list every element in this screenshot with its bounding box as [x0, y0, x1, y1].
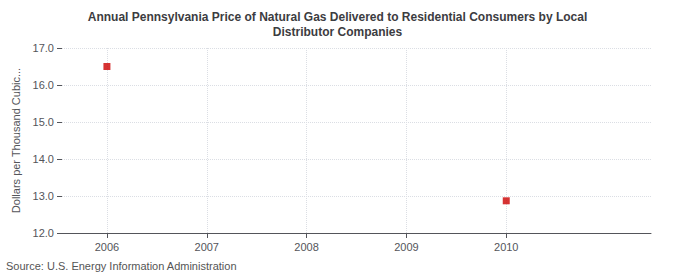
svg-text:17.0: 17.0 — [33, 42, 54, 54]
svg-text:13.0: 13.0 — [33, 190, 54, 202]
svg-text:2010: 2010 — [494, 241, 518, 253]
svg-text:12.0: 12.0 — [33, 227, 54, 239]
svg-text:15.0: 15.0 — [33, 116, 54, 128]
svg-text:Distributor Companies: Distributor Companies — [273, 25, 403, 39]
svg-text:14.0: 14.0 — [33, 153, 54, 165]
svg-text:Source: U.S. Energy Informatio: Source: U.S. Energy Information Administ… — [6, 260, 237, 272]
svg-text:2006: 2006 — [95, 241, 119, 253]
svg-text:16.0: 16.0 — [33, 79, 54, 91]
svg-text:2009: 2009 — [394, 241, 418, 253]
svg-text:Dollars per Thousand Cubic...: Dollars per Thousand Cubic... — [10, 68, 22, 213]
svg-text:2007: 2007 — [195, 241, 219, 253]
svg-text:Annual Pennsylvania Price of N: Annual Pennsylvania Price of Natural Gas… — [88, 10, 588, 24]
svg-text:2008: 2008 — [294, 241, 318, 253]
